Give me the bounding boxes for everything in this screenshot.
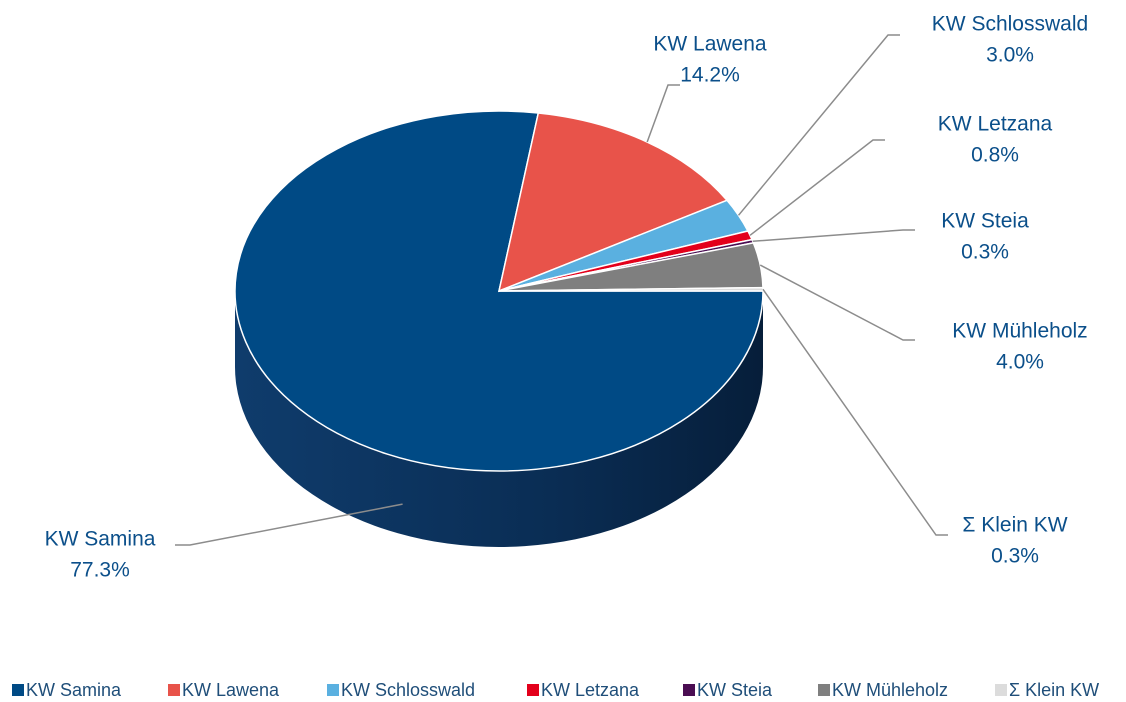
data-label-value: 0.3% bbox=[991, 545, 1039, 568]
legend-swatch bbox=[995, 684, 1007, 696]
leader-line bbox=[752, 229, 915, 243]
legend-swatch bbox=[168, 684, 180, 696]
data-label-name: Σ Klein KW bbox=[962, 514, 1067, 537]
legend-label: Σ Klein KW bbox=[1009, 680, 1099, 700]
data-label-value: 14.2% bbox=[680, 64, 740, 87]
legend-label: KW Steia bbox=[697, 680, 773, 700]
legend-swatch bbox=[327, 684, 339, 696]
legend-label: KW Samina bbox=[26, 680, 122, 700]
leader-line bbox=[175, 503, 403, 546]
pie-slice bbox=[497, 112, 729, 293]
data-label-name: KW Lawena bbox=[653, 33, 767, 56]
legend-swatch bbox=[818, 684, 830, 696]
data-label-name: KW Samina bbox=[45, 528, 156, 551]
leader-line bbox=[749, 139, 885, 236]
data-label-value: 77.3% bbox=[70, 559, 130, 582]
legend-swatch bbox=[683, 684, 695, 696]
legend-swatch bbox=[527, 684, 539, 696]
data-label-value: 4.0% bbox=[996, 351, 1044, 374]
legend-label: KW Schlosswald bbox=[341, 680, 475, 700]
data-label-name: KW Letzana bbox=[938, 113, 1053, 136]
pie-slice bbox=[234, 110, 764, 472]
leader-line bbox=[737, 34, 900, 216]
leader-line bbox=[759, 264, 915, 341]
legend-swatch bbox=[12, 684, 24, 696]
legend-label: KW Mühleholz bbox=[832, 680, 948, 700]
leader-line bbox=[646, 84, 680, 143]
data-label-value: 0.3% bbox=[961, 241, 1009, 264]
data-label-name: KW Schlosswald bbox=[932, 13, 1088, 36]
data-label-value: 3.0% bbox=[986, 44, 1034, 67]
pie-side bbox=[235, 291, 763, 547]
pie-slice bbox=[498, 286, 764, 292]
legend-label: KW Letzana bbox=[541, 680, 640, 700]
legend-label: KW Lawena bbox=[182, 680, 280, 700]
data-label-value: 0.8% bbox=[971, 144, 1019, 167]
data-label-name: KW Steia bbox=[941, 210, 1029, 233]
leader-line bbox=[762, 288, 948, 536]
data-label-name: KW Mühleholz bbox=[952, 320, 1087, 343]
